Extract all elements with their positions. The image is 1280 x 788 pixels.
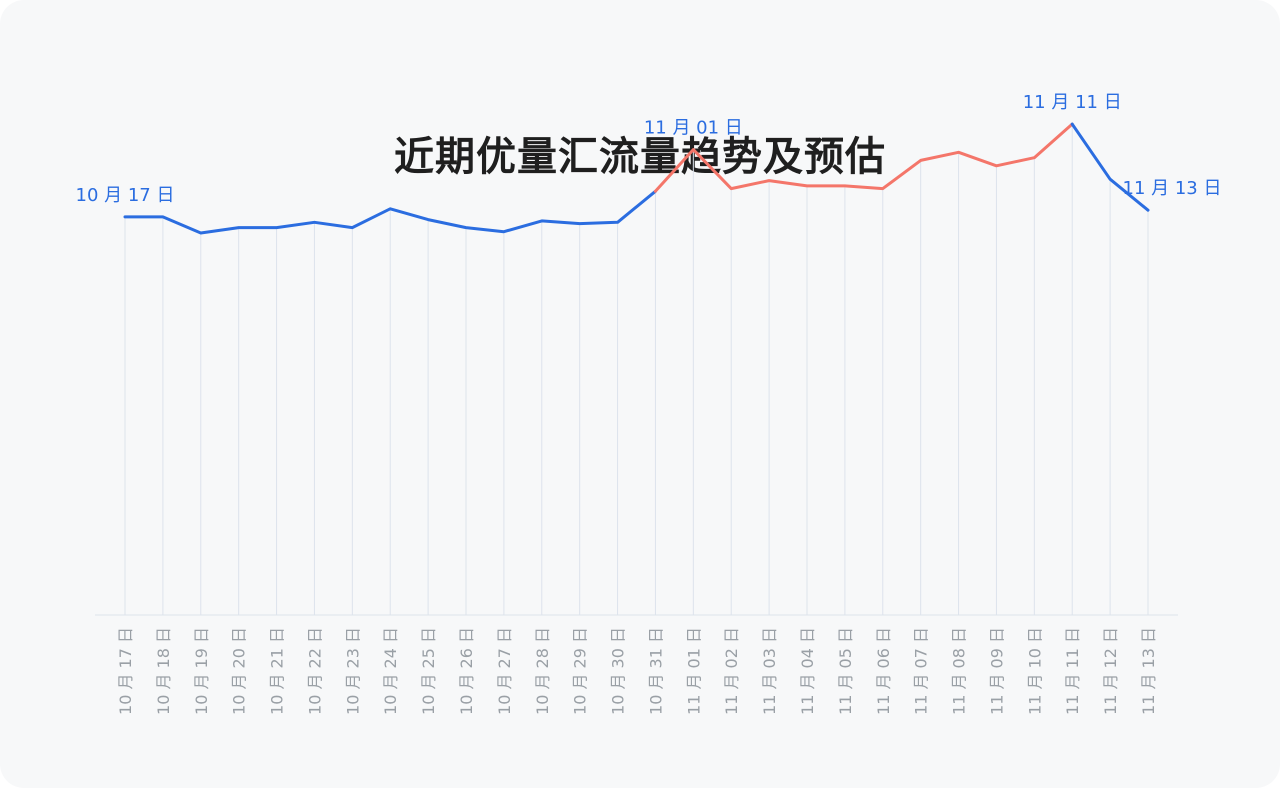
data-point [578,222,581,225]
chart-title: 近期优量汇流量趋势及预估 [394,134,886,180]
x-tick-label: 10 月 28 日 [533,627,552,715]
x-tick-label: 10 月 18 日 [154,627,173,715]
x-tick-label: 10 月 19 日 [192,627,211,715]
data-point [881,187,884,190]
x-tick-label: 11 月 07 日 [912,627,931,715]
data-point [351,226,354,229]
data-point [502,230,505,233]
data-point [768,179,771,182]
data-point [427,218,430,221]
point-annotation: 10 月 17 日 [76,185,175,206]
x-tick-label: 11 月 09 日 [987,627,1006,715]
data-point [730,187,733,190]
data-point [124,215,127,218]
x-tick-label: 11 月 05 日 [836,627,855,715]
data-point [919,159,922,162]
data-point [389,207,392,210]
x-tick-label: 11 月 11 日 [1063,627,1082,715]
data-point [275,226,278,229]
data-point [465,226,468,229]
data-point [806,184,809,187]
data-point [1071,123,1074,126]
data-point [957,151,960,154]
x-tick-label: 10 月 25 日 [419,627,438,715]
x-tick-label: 10 月 17 日 [116,627,135,715]
x-tick-label: 11 月 04 日 [798,627,817,715]
point-annotation: 11 月 11 日 [1023,92,1122,113]
x-tick-label: 11 月 13 日 [1139,627,1158,715]
x-tick-label: 10 月 27 日 [495,627,514,715]
data-point [654,190,657,193]
x-tick-label: 11 月 06 日 [874,627,893,715]
series-line-segment [123,189,657,235]
x-tick-label: 10 月 26 日 [457,627,476,715]
x-tick-label: 10 月 29 日 [571,627,590,715]
x-tick-label: 10 月 30 日 [609,627,628,715]
data-point [843,184,846,187]
x-tick-label: 10 月 20 日 [230,627,249,715]
x-tick-label: 11 月 10 日 [1025,627,1044,715]
x-tick-label: 11 月 01 日 [684,627,703,715]
data-point [692,148,695,151]
data-point [237,226,240,229]
data-point [161,215,164,218]
x-tick-label: 10 月 23 日 [343,627,362,715]
series-line-segment [1070,122,1150,212]
x-tick-label: 11 月 08 日 [950,627,969,715]
x-tick-label: 10 月 31 日 [646,627,665,715]
data-point [540,219,543,222]
series-line-segment [653,122,1074,193]
data-point [1109,178,1112,181]
data-point [199,232,202,235]
data-point [995,164,998,167]
x-tick-label: 10 月 22 日 [305,627,324,715]
data-point [313,221,316,224]
x-tick-label: 10 月 24 日 [381,627,400,715]
x-tick-label: 11 月 02 日 [722,627,741,715]
x-tick-label: 11 月 03 日 [760,627,779,715]
point-annotation: 11 月 01 日 [644,118,743,139]
data-point [1033,156,1036,159]
data-point [1147,209,1150,212]
data-point [616,221,619,224]
x-tick-label: 10 月 21 日 [268,627,287,715]
point-annotation: 11 月 13 日 [1123,178,1222,199]
x-tick-label: 11 月 12 日 [1101,627,1120,715]
